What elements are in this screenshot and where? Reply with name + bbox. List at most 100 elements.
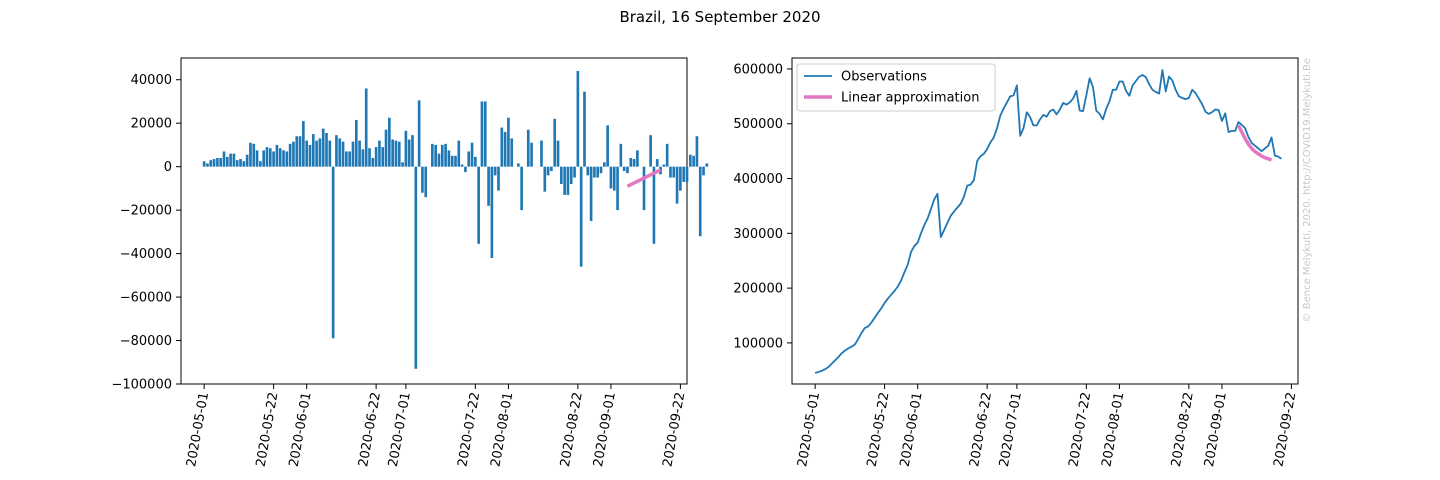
copyright-notice: © Bence Melykuti, 2020. http://COVID19.M…	[1302, 58, 1313, 322]
bar	[407, 139, 411, 167]
bar	[268, 148, 272, 167]
bar	[394, 140, 398, 167]
bar	[202, 161, 206, 167]
bar	[219, 157, 223, 167]
bar	[550, 166, 553, 172]
x-tick-label: 2020-06-01	[287, 391, 315, 468]
bar	[586, 166, 590, 176]
bar	[206, 163, 209, 167]
y-tick-label: −80000	[120, 334, 172, 349]
bar	[311, 134, 315, 167]
bar	[493, 166, 497, 176]
bar	[378, 140, 381, 167]
y-tick-label: 300000	[733, 227, 783, 242]
left-bars	[202, 71, 709, 369]
bar	[566, 166, 570, 195]
bar	[497, 166, 500, 191]
figure-title: Brazil, 16 September 2020	[619, 8, 820, 26]
bar	[576, 71, 580, 167]
bar	[245, 154, 249, 167]
bar	[470, 142, 474, 167]
approximation-line	[1236, 124, 1273, 162]
bar	[652, 166, 656, 244]
bar	[685, 166, 689, 182]
x-tick-label: 2020-08-22	[1169, 391, 1197, 468]
approximation-line	[626, 168, 662, 188]
bar	[265, 147, 269, 167]
bar	[374, 147, 378, 167]
bar	[695, 136, 699, 167]
bar	[255, 150, 259, 167]
left-plot-frame	[180, 57, 688, 385]
y-tick-label: 100000	[733, 336, 783, 351]
bar	[490, 166, 494, 258]
bar	[431, 143, 434, 167]
y-tick-label: 0	[164, 160, 172, 175]
left-approximation	[626, 168, 662, 188]
bar	[583, 91, 586, 167]
y-tick-label: 20000	[131, 117, 172, 132]
x-tick-label: 2020-05-01	[184, 391, 212, 468]
bar	[665, 143, 669, 167]
bar	[460, 164, 464, 167]
bar	[464, 166, 467, 173]
x-tick-label: 2020-09-22	[1271, 391, 1299, 468]
bar	[688, 154, 692, 167]
right-y-axis: 100000 200000 300000 400000 500000 600000	[733, 62, 792, 351]
bar	[603, 162, 606, 167]
bar	[457, 140, 461, 167]
bar	[606, 125, 609, 167]
bar	[682, 166, 686, 182]
x-tick-label: 2020-06-01	[898, 391, 926, 468]
bar	[632, 159, 636, 167]
bar	[302, 121, 305, 167]
bar	[593, 166, 596, 178]
bar	[288, 143, 292, 167]
bar	[209, 160, 213, 167]
bar	[278, 148, 282, 167]
bar	[698, 166, 702, 237]
bar	[229, 153, 232, 167]
bar	[381, 147, 385, 167]
bar	[345, 151, 348, 167]
bar	[480, 101, 484, 167]
y-tick-label: 200000	[733, 282, 783, 297]
bar	[526, 129, 530, 167]
bar	[216, 157, 219, 167]
y-tick-label: 500000	[733, 117, 783, 132]
bar	[397, 141, 401, 167]
bar	[450, 155, 454, 167]
y-tick-label: −100000	[111, 378, 172, 393]
bar	[232, 153, 236, 167]
bar	[298, 136, 302, 167]
bar	[414, 166, 418, 369]
bar	[262, 150, 266, 167]
bar	[477, 166, 480, 244]
bar	[599, 166, 603, 174]
x-tick-label: 2020-05-22	[865, 391, 893, 468]
bar	[483, 101, 487, 167]
bar	[702, 166, 705, 176]
y-tick-label: 40000	[131, 73, 172, 88]
y-tick-label: −40000	[120, 247, 172, 262]
bar	[411, 135, 414, 167]
x-tick-label: 2020-09-22	[660, 391, 688, 468]
bar	[318, 138, 322, 167]
bar	[679, 166, 682, 191]
bar	[361, 149, 365, 167]
y-tick-label: −20000	[120, 204, 172, 219]
legend-box	[796, 63, 996, 112]
bar	[589, 166, 593, 221]
bar	[560, 166, 563, 185]
bar	[295, 136, 299, 167]
bar	[553, 118, 557, 167]
bar	[437, 153, 441, 167]
bar	[619, 143, 623, 167]
x-tick-label: 2020-09-01	[1202, 391, 1230, 468]
bar	[669, 166, 672, 178]
bar	[348, 151, 351, 167]
bar	[292, 141, 295, 167]
bar	[675, 166, 679, 204]
bar	[692, 155, 695, 167]
